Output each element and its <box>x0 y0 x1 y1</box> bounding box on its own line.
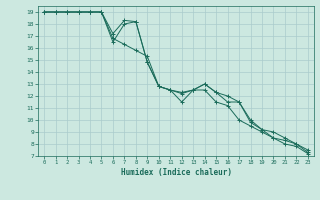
X-axis label: Humidex (Indice chaleur): Humidex (Indice chaleur) <box>121 168 231 177</box>
